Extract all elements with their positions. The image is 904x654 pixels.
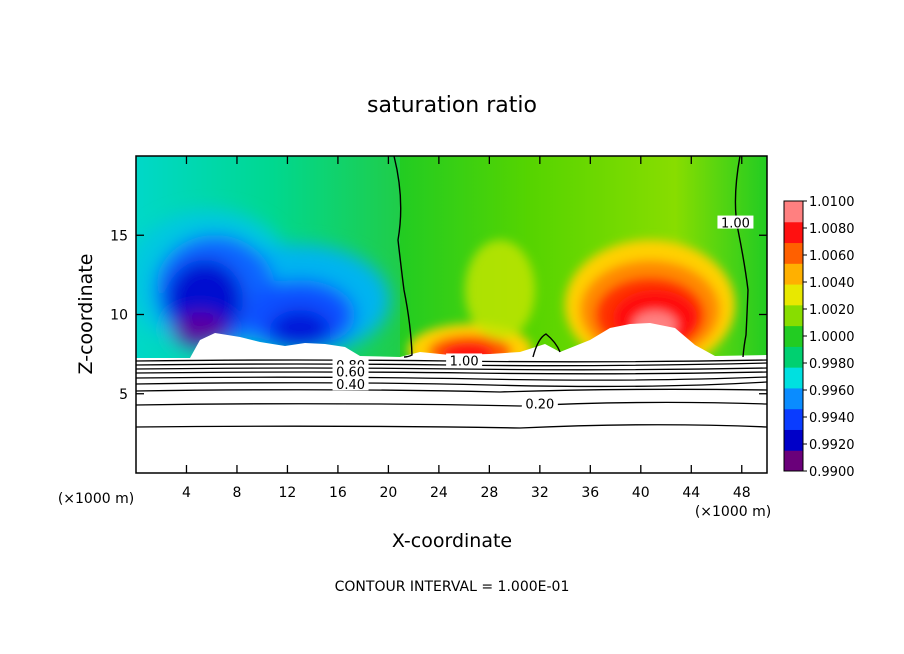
x-tick-label: 36 bbox=[581, 485, 599, 501]
y-axis: 5 10 15 bbox=[110, 228, 767, 403]
colorbar: 0.9900 0.9920 0.9940 0.9960 0.9980 1.0000 1.00… bbox=[783, 195, 855, 480]
contour-label: 1.00 bbox=[450, 354, 479, 369]
x-axis-label: X-coordinate bbox=[392, 530, 512, 552]
colorbar-swatch bbox=[784, 367, 803, 389]
y-axis-label: Z-coordinate bbox=[75, 254, 97, 375]
x-unit-right: (×1000 m) bbox=[695, 504, 771, 520]
colorbar-swatch bbox=[784, 284, 803, 306]
x-tick-label: 4 bbox=[182, 485, 191, 501]
contour-label-bg bbox=[717, 215, 754, 229]
colorbar-swatch bbox=[784, 450, 803, 472]
colorbar-label: 0.9900 bbox=[809, 465, 855, 480]
contour-label-bg bbox=[521, 396, 558, 410]
x-tick-label: 16 bbox=[329, 485, 347, 501]
colorbar-label: 1.0020 bbox=[809, 303, 855, 318]
colorbar-swatch bbox=[784, 201, 803, 223]
colorbar-swatch bbox=[784, 346, 803, 368]
colorbar-swatch bbox=[784, 387, 803, 410]
colorbar-label: 1.0040 bbox=[809, 276, 855, 291]
x-tick-label: 8 bbox=[232, 485, 241, 501]
colorbar-swatch bbox=[784, 242, 803, 264]
colorbar-swatch bbox=[784, 263, 803, 285]
y-tick-label: 15 bbox=[110, 228, 128, 244]
colorbar-swatch bbox=[784, 221, 803, 244]
colorbar-label: 0.9940 bbox=[809, 411, 855, 426]
x-tick-label: 32 bbox=[531, 485, 549, 501]
plot-field bbox=[136, 156, 767, 473]
contour-label: 1.00 bbox=[721, 217, 750, 232]
chart-title: saturation ratio bbox=[367, 93, 537, 118]
x-tick-label: 28 bbox=[480, 485, 498, 501]
x-unit-left: (×1000 m) bbox=[58, 491, 134, 507]
colorbar-label: 1.0000 bbox=[809, 330, 855, 345]
colorbar-label: 0.9980 bbox=[809, 357, 855, 372]
contour-line-1-00-c bbox=[532, 333, 561, 358]
contour-label: 0.60 bbox=[336, 366, 365, 381]
x-axis: 4 8 12 16 20 24 28 32 36 40 44 48 bbox=[182, 156, 751, 501]
contour-label-bg bbox=[332, 364, 369, 378]
contour-label: 0.20 bbox=[525, 397, 554, 412]
contour-label-bg bbox=[332, 377, 369, 391]
contour-line-1-00-b bbox=[734, 156, 749, 358]
colorbar-label: 0.9920 bbox=[809, 438, 855, 453]
y-tick-label: 10 bbox=[110, 308, 128, 324]
x-tick-label: 48 bbox=[733, 485, 751, 501]
contour-labels: 1.001.000.800.600.400.20 bbox=[332, 215, 754, 412]
colorbar-label: 1.0060 bbox=[809, 249, 855, 264]
x-tick-label: 12 bbox=[279, 485, 297, 501]
x-tick-label: 20 bbox=[379, 485, 397, 501]
colorbar-label: 0.9960 bbox=[809, 384, 855, 399]
contour-interval-note: CONTOUR INTERVAL = 1.000E-01 bbox=[335, 579, 570, 595]
contour-line-1-00-a bbox=[393, 156, 413, 358]
x-tick-label: 44 bbox=[682, 485, 700, 501]
colorbar-label: 1.0100 bbox=[809, 195, 855, 210]
x-tick-label: 24 bbox=[430, 485, 448, 501]
colorbar-swatch bbox=[784, 408, 803, 430]
colorbar-swatch bbox=[784, 304, 803, 327]
contour-label: 0.40 bbox=[336, 378, 365, 393]
colorbar-label: 1.0080 bbox=[809, 222, 855, 237]
contour-label-bg bbox=[446, 353, 483, 367]
dry-anomaly bbox=[136, 210, 390, 355]
colorbar-swatch bbox=[784, 429, 803, 451]
x-tick-label: 40 bbox=[632, 485, 650, 501]
colorbar-swatch bbox=[784, 325, 803, 347]
y-tick-label: 5 bbox=[119, 387, 128, 403]
